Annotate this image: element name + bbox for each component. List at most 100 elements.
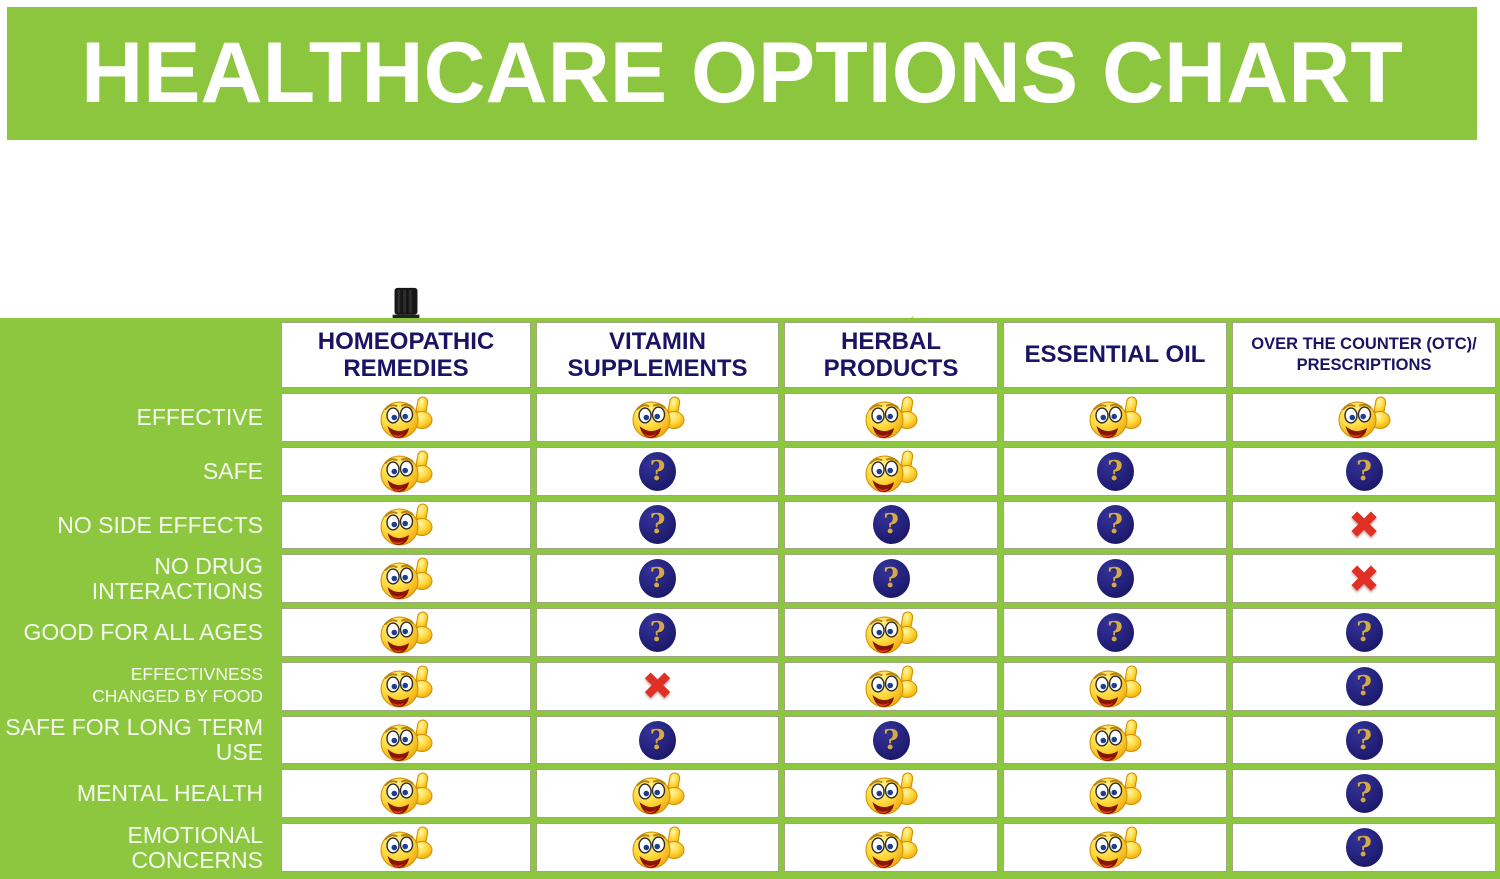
cell-question: ? — [536, 500, 779, 550]
cell-question: ? — [1003, 608, 1227, 657]
cell-yes — [281, 715, 531, 765]
row-label: GOOD FOR ALL AGES — [23, 619, 263, 646]
cell-question: ? — [1232, 608, 1496, 657]
cell-yes — [281, 769, 531, 819]
cell-question: ? — [536, 608, 779, 657]
cell-yes — [784, 608, 998, 657]
question-mark-icon: ? — [1345, 612, 1383, 652]
question-mark-icon: ? — [1345, 666, 1383, 706]
cell-yes — [536, 823, 779, 872]
cell-question: ? — [1232, 446, 1496, 496]
thumbs-up-smiley-icon — [380, 611, 433, 654]
thumbs-up-smiley-icon — [1089, 826, 1142, 869]
cell-question: ? — [1003, 446, 1227, 496]
thumbs-up-smiley-icon — [380, 665, 433, 708]
cell-question: ? — [1232, 715, 1496, 765]
cell-question: ? — [1003, 500, 1227, 550]
thumbs-up-smiley-icon — [632, 772, 684, 815]
question-mark-icon: ? — [1345, 451, 1383, 491]
comparison-table: HOMEOPATHIC REMEDIES VITAMIN SUPPLEMENTS H… — [0, 318, 1500, 879]
question-mark-icon: ? — [1345, 828, 1383, 868]
cell-yes — [1003, 393, 1227, 442]
thumbs-up-smiley-icon — [380, 719, 433, 762]
thumbs-up-smiley-icon — [1089, 772, 1142, 815]
row-label: SAFE FOR LONG TERM USE — [5, 714, 263, 766]
cell-yes — [1003, 769, 1227, 819]
cell-question: ? — [536, 554, 779, 604]
thumbs-up-smiley-icon — [865, 665, 918, 708]
cell-yes — [1232, 393, 1496, 442]
question-mark-icon: ? — [639, 720, 676, 760]
row-label: EFFECTIVE — [136, 403, 263, 430]
column-header-homeopathic-remedies: HOMEOPATHIC REMEDIES — [281, 322, 531, 388]
thumbs-up-smiley-icon — [380, 396, 433, 439]
cell-yes — [784, 661, 998, 711]
row-label: NO SIDE EFFECTS — [57, 511, 263, 538]
row-label: MENTAL HEALTH — [76, 780, 263, 807]
row-label: NO DRUG INTERACTIONS — [91, 552, 263, 604]
thumbs-up-smiley-icon — [865, 396, 918, 439]
thumbs-up-smiley-icon — [632, 826, 684, 869]
row-label: SAFE — [202, 457, 263, 484]
thumbs-up-smiley-icon — [380, 772, 433, 815]
cell-yes — [281, 554, 531, 604]
thumbs-up-smiley-icon — [1338, 396, 1391, 439]
cell-yes — [1003, 715, 1227, 765]
cell-question: ? — [536, 715, 779, 765]
cell-yes — [281, 661, 531, 711]
cell-question: ? — [784, 500, 998, 550]
thumbs-up-smiley-icon — [1089, 719, 1142, 762]
cell-yes — [281, 823, 531, 872]
cell-no: ✖ — [536, 661, 779, 711]
thumbs-up-smiley-icon — [1089, 396, 1142, 439]
cell-yes — [536, 769, 779, 819]
question-mark-icon: ? — [1096, 505, 1134, 545]
thumbs-up-smiley-icon — [865, 450, 918, 493]
cell-yes — [281, 393, 531, 442]
question-mark-icon: ? — [639, 505, 676, 545]
cell-yes — [1003, 661, 1227, 711]
question-mark-icon: ? — [1345, 720, 1383, 760]
cell-yes — [784, 823, 998, 872]
cell-yes — [784, 769, 998, 819]
thumbs-up-smiley-icon — [380, 557, 433, 600]
column-header-otc-prescriptions: OVER THE COUNTER (OTC)/PRESCRIPTIONS — [1232, 322, 1496, 388]
question-mark-icon: ? — [1096, 612, 1134, 652]
cell-yes — [784, 446, 998, 496]
thumbs-up-smiley-icon — [380, 450, 433, 493]
product-image-strip — [0, 140, 1500, 448]
question-mark-icon: ? — [1096, 559, 1134, 599]
cell-question: ? — [1003, 554, 1227, 604]
question-mark-icon: ? — [639, 451, 676, 491]
thumbs-up-smiley-icon — [380, 826, 433, 869]
thumbs-up-smiley-icon — [1089, 665, 1142, 708]
thumbs-up-smiley-icon — [865, 772, 918, 815]
thumbs-up-smiley-icon — [380, 503, 433, 546]
row-label: EFFECTIVNESS CHANGED BY FOOD — [92, 664, 263, 707]
question-mark-icon: ? — [872, 720, 910, 760]
cell-question: ? — [1232, 769, 1496, 819]
table-corner — [0, 322, 276, 388]
column-header-herbal-products: HERBAL PRODUCTS — [784, 322, 998, 388]
red-cross-icon: ✖ — [1348, 556, 1380, 601]
red-cross-icon: ✖ — [641, 664, 674, 709]
column-header-essential-oil: ESSENTIAL OIL — [1003, 322, 1227, 388]
thumbs-up-smiley-icon — [632, 396, 684, 439]
cell-question: ? — [1232, 823, 1496, 872]
cell-question: ? — [1232, 661, 1496, 711]
column-header-vitamin-supplements: VITAMIN SUPPLEMENTS — [536, 322, 779, 388]
cell-question: ? — [536, 446, 779, 496]
question-mark-icon: ? — [1096, 451, 1134, 491]
question-mark-icon: ? — [872, 559, 910, 599]
cell-yes — [536, 393, 779, 442]
red-cross-icon: ✖ — [1348, 502, 1380, 547]
question-mark-icon: ? — [1345, 774, 1383, 814]
thumb-up-hand — [663, 396, 684, 429]
question-mark-icon: ? — [639, 559, 676, 599]
cell-no: ✖ — [1232, 554, 1496, 604]
question-mark-icon: ? — [639, 612, 676, 652]
question-mark-icon: ? — [872, 505, 910, 545]
cell-yes — [281, 608, 531, 657]
cell-no: ✖ — [1232, 500, 1496, 550]
